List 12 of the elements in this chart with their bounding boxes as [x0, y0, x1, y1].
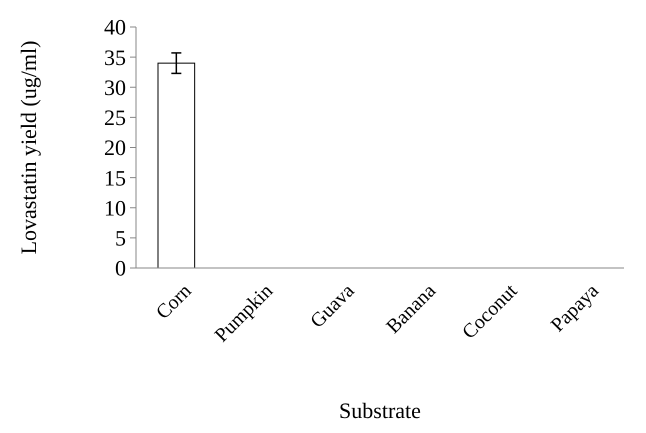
x-tick-label: Corn: [152, 280, 196, 324]
y-tick-label: 30: [104, 74, 126, 100]
y-axis-title: Lovastatin yield (ug/ml): [16, 40, 41, 254]
y-tick-label: 5: [115, 226, 126, 251]
y-tick-label: 40: [104, 14, 126, 40]
y-tick-label: 0: [115, 256, 126, 281]
y-tick-label: 15: [104, 165, 126, 190]
y-tick-label: 10: [104, 195, 126, 220]
y-tick-label: 25: [104, 105, 126, 130]
x-axis-title: Substrate: [339, 398, 421, 423]
y-tick-label: 20: [104, 135, 126, 160]
y-tick-label: 35: [104, 44, 126, 70]
